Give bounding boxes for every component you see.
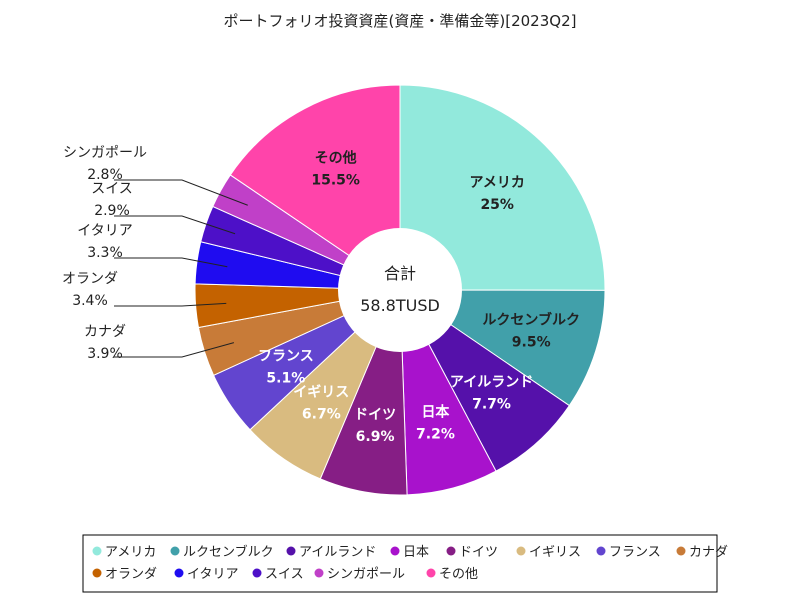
slice-name-label-3: 日本	[421, 404, 450, 421]
slice-value-label-1: 9.5%	[512, 335, 551, 351]
slice-value-label-4: 6.9%	[356, 429, 395, 445]
slice-value-label-9: 3.3%	[87, 245, 123, 261]
slice-name-label-2: アイルランド	[450, 374, 533, 390]
leader-lines	[114, 179, 248, 358]
slice-value-label-2: 7.7%	[472, 396, 511, 412]
slice-labels: アメリカ 25% ルクセンブルク 9.5% アイルランド 7.7% 日本 7.2% ドイツ 6.9…	[62, 145, 580, 445]
leader-line-7	[114, 342, 235, 358]
slice-name-label-12: その他	[315, 150, 357, 167]
slice-name-label-5: イギリス	[293, 384, 349, 401]
legend-label-12: その他	[439, 567, 478, 582]
center-value: 58.8TUSD	[360, 296, 440, 315]
legend-label-1: ルクセンブルク	[183, 544, 274, 560]
leader-line-9	[114, 257, 228, 268]
slice-name-label-11: シンガポール	[63, 145, 147, 161]
legend-marker-2	[286, 546, 296, 556]
slice-value-label-8: 3.4%	[72, 293, 108, 309]
legend-marker-8	[92, 568, 102, 578]
legend-box	[82, 534, 718, 593]
slice-name-label-7: カナダ	[84, 324, 126, 340]
legend-marker-9	[174, 568, 184, 578]
legend-marker-0	[92, 546, 102, 556]
slice-name-label-8: オランダ	[62, 271, 118, 287]
slice-name-label-6: フランス	[258, 348, 314, 364]
legend-marker-1	[170, 546, 180, 556]
leader-line-10	[114, 215, 236, 235]
center-hole	[338, 228, 462, 352]
legend-marker-10	[252, 568, 262, 578]
slice-value-label-10: 2.9%	[94, 203, 130, 219]
legend-label-0: アメリカ	[105, 545, 156, 560]
slice-value-label-12: 15.5%	[311, 173, 360, 189]
center-label: 合計	[384, 264, 416, 283]
slice-value-label-7: 3.9%	[87, 346, 123, 362]
legend-marker-11	[314, 568, 324, 578]
slice-value-label-3: 7.2%	[416, 427, 455, 443]
slice-12	[229, 84, 401, 291]
chart-title: ポートフォリオ投資資産(資産・準備金等)[2023Q2]	[224, 12, 577, 30]
slice-value-label-11: 2.8%	[87, 167, 123, 183]
legend-marker-6	[596, 546, 606, 556]
slice-0	[399, 84, 606, 291]
legend-label-9: イタリア	[187, 567, 238, 582]
leader-line-8	[114, 302, 227, 307]
slice-name-label-0: アメリカ	[470, 175, 525, 191]
legend-marker-7	[676, 546, 686, 556]
legend-label-2: アイルランド	[299, 545, 376, 560]
legend-marker-5	[516, 546, 526, 556]
legend-label-3: 日本	[403, 545, 429, 560]
slice-name-label-9: イタリア	[77, 223, 132, 239]
legend-label-11: シンガポール	[327, 567, 405, 582]
legend-label-5: イギリス	[529, 545, 581, 560]
slice-value-label-6: 5.1%	[266, 370, 305, 386]
slice-name-label-10: スイス	[91, 181, 133, 197]
legend-label-6: フランス	[609, 545, 661, 560]
legend-marker-4	[446, 546, 456, 556]
legend-marker-12	[426, 568, 436, 578]
legend-marker-3	[390, 546, 400, 556]
slice-name-label-4: ドイツ	[354, 407, 396, 423]
legend-label-4: ドイツ	[459, 545, 498, 560]
slice-name-label-1: ルクセンブルク	[482, 312, 580, 329]
legend-label-10: スイス	[265, 567, 304, 582]
leader-line-11	[114, 179, 248, 206]
slice-value-label-0: 25%	[480, 197, 514, 213]
legend-label-8: オランダ	[105, 567, 157, 582]
legend-label-7: カナダ	[689, 545, 728, 560]
slice-value-label-5: 6.7%	[302, 407, 341, 423]
